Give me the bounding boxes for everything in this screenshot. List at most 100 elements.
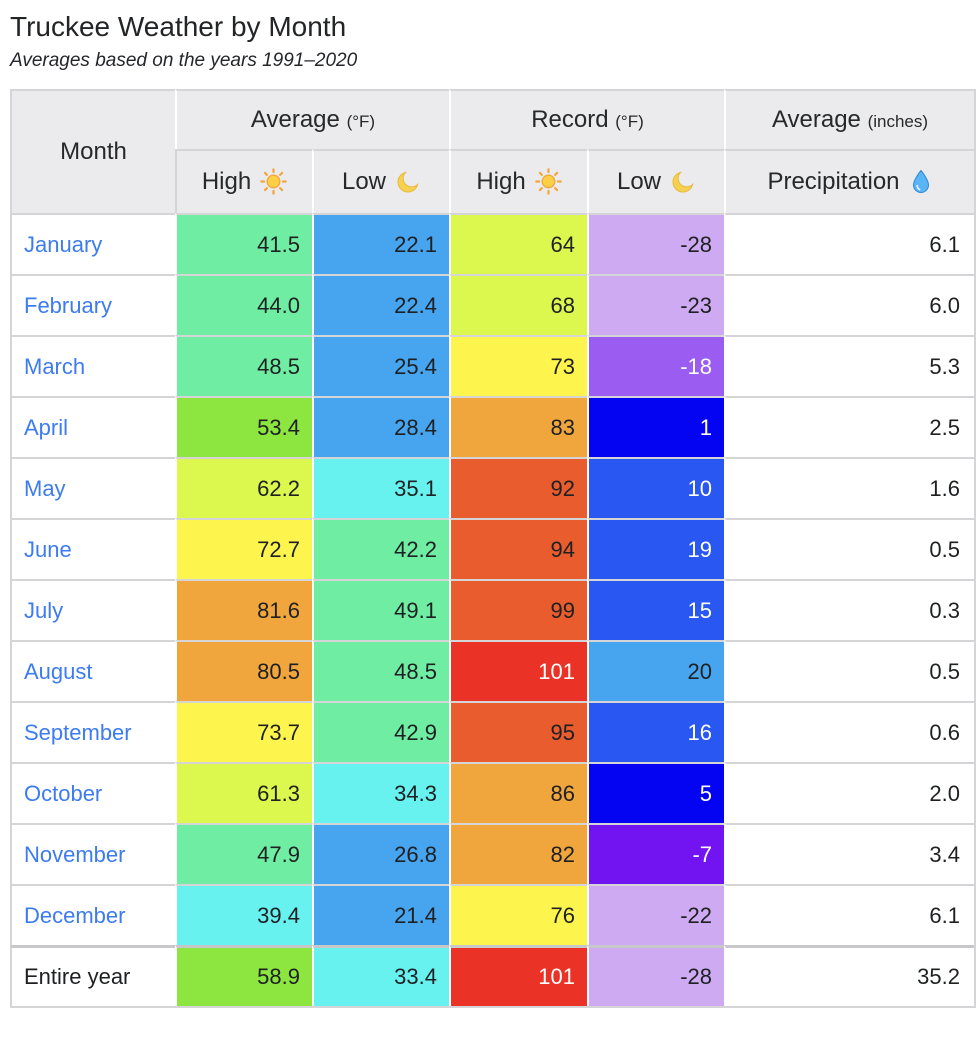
table-row: December 39.4 21.4 76 -22 6.1 — [10, 884, 974, 945]
weather-table: Month Average (°F) Record (°F) Average (… — [10, 89, 976, 1008]
record-temp-unit: (°F) — [615, 112, 644, 131]
avg-low-cell: 26.8 — [312, 823, 449, 884]
moon-icon — [397, 171, 419, 193]
month-cell: February — [10, 274, 175, 335]
avg-high-cell: 48.5 — [175, 335, 312, 396]
month-link[interactable]: November — [24, 841, 126, 867]
month-link[interactable]: March — [24, 353, 86, 379]
record-low-cell: 19 — [587, 518, 724, 579]
record-low-cell: -22 — [587, 884, 724, 945]
precip-cell: 2.0 — [724, 762, 974, 823]
avg-low-cell: 34.3 — [312, 762, 449, 823]
record-low-cell: 1 — [587, 396, 724, 457]
record-high-cell: 83 — [449, 396, 587, 457]
avg-high-cell: 47.9 — [175, 823, 312, 884]
low-label: Low — [341, 168, 387, 195]
avg-high-cell: 80.5 — [175, 640, 312, 701]
high-label: High — [476, 168, 526, 195]
avg-high-cell: 39.4 — [175, 884, 312, 945]
record-low-header: Low — [587, 149, 724, 213]
precip-cell: 0.5 — [724, 640, 974, 701]
record-high-cell: 95 — [449, 701, 587, 762]
precip-cell: 35.2 — [724, 945, 974, 1006]
month-cell: June — [10, 518, 175, 579]
month-link[interactable]: April — [24, 414, 69, 440]
record-high-cell: 64 — [449, 213, 587, 274]
high-label: High — [201, 168, 252, 195]
month-cell: December — [10, 884, 175, 945]
month-link[interactable]: January — [24, 231, 103, 257]
record-temp-group-header: Record (°F) — [449, 89, 724, 149]
precip-cell: 6.1 — [724, 213, 974, 274]
table-row: April 53.4 28.4 83 1 2.5 — [10, 396, 974, 457]
record-high-cell: 73 — [449, 335, 587, 396]
month-link[interactable]: June — [24, 536, 72, 562]
avg-high-cell: 61.3 — [175, 762, 312, 823]
average-precip-label: Average — [771, 106, 861, 133]
month-link[interactable]: February — [24, 292, 113, 318]
record-low-cell: -28 — [587, 945, 724, 1006]
avg-low-cell: 42.9 — [312, 701, 449, 762]
record-high-cell: 94 — [449, 518, 587, 579]
precip-cell: 0.3 — [724, 579, 974, 640]
month-link[interactable]: May — [24, 475, 66, 501]
record-low-cell: 5 — [587, 762, 724, 823]
avg-high-cell: 81.6 — [175, 579, 312, 640]
table-row: May 62.2 35.1 92 10 1.6 — [10, 457, 974, 518]
avg-low-cell: 22.4 — [312, 274, 449, 335]
month-cell: March — [10, 335, 175, 396]
month-cell: January — [10, 213, 175, 274]
avg-low-cell: 33.4 — [312, 945, 449, 1006]
record-high-header: High — [449, 149, 587, 213]
table-row: January 41.5 22.1 64 -28 6.1 — [10, 213, 974, 274]
table-row: September 73.7 42.9 95 16 0.6 — [10, 701, 974, 762]
month-link[interactable]: October — [24, 780, 103, 806]
avg-high-cell: 53.4 — [175, 396, 312, 457]
low-label: Low — [616, 168, 662, 195]
precip-cell: 6.1 — [724, 884, 974, 945]
table-row: October 61.3 34.3 86 5 2.0 — [10, 762, 974, 823]
weather-page: Truckee Weather by Month Averages based … — [10, 11, 976, 1008]
average-low-header: Low — [312, 149, 449, 213]
avg-high-cell: 58.9 — [175, 945, 312, 1006]
page-subtitle: Averages based on the years 1991–2020 — [10, 50, 358, 71]
avg-high-cell: 62.2 — [175, 457, 312, 518]
record-high-cell: 101 — [449, 640, 587, 701]
table-row: November 47.9 26.8 82 -7 3.4 — [10, 823, 974, 884]
total-label: Entire year — [24, 964, 131, 989]
avg-low-cell: 28.4 — [312, 396, 449, 457]
precip-cell: 6.0 — [724, 274, 974, 335]
month-link[interactable]: December — [24, 902, 126, 928]
average-precip-unit: (inches) — [867, 112, 929, 131]
avg-high-cell: 72.7 — [175, 518, 312, 579]
record-high-cell: 101 — [449, 945, 587, 1006]
average-precip-group-header: Average (inches) — [724, 89, 974, 149]
record-low-cell: -18 — [587, 335, 724, 396]
precipitation-header: Precipitation — [724, 149, 974, 213]
record-high-cell: 99 — [449, 579, 587, 640]
month-cell: November — [10, 823, 175, 884]
header-sub-row: High Low High Low Precipitation — [10, 149, 974, 213]
avg-low-cell: 25.4 — [312, 335, 449, 396]
record-high-cell: 76 — [449, 884, 587, 945]
avg-low-cell: 48.5 — [312, 640, 449, 701]
record-low-cell: 15 — [587, 579, 724, 640]
precip-cell: 5.3 — [724, 335, 974, 396]
record-low-cell: 20 — [587, 640, 724, 701]
month-link[interactable]: July — [24, 597, 64, 623]
avg-low-cell: 49.1 — [312, 579, 449, 640]
average-temp-label: Average — [250, 106, 340, 133]
average-temp-unit: (°F) — [346, 112, 376, 131]
month-cell: Entire year — [10, 945, 175, 1006]
avg-low-cell: 42.2 — [312, 518, 449, 579]
avg-low-cell: 22.1 — [312, 213, 449, 274]
month-cell: October — [10, 762, 175, 823]
record-low-cell: 16 — [587, 701, 724, 762]
month-link[interactable]: September — [24, 719, 132, 745]
record-high-cell: 68 — [449, 274, 587, 335]
avg-high-cell: 73.7 — [175, 701, 312, 762]
average-high-header: High — [175, 149, 312, 213]
month-link[interactable]: August — [24, 658, 93, 684]
total-row: Entire year 58.9 33.4 101 -28 35.2 — [10, 945, 974, 1006]
month-cell: July — [10, 579, 175, 640]
